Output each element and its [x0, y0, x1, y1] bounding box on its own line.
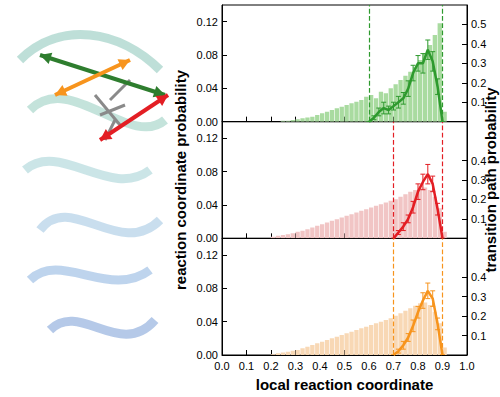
- svg-text:0.00: 0.00: [197, 232, 218, 244]
- svg-text:0.1: 0.1: [471, 96, 486, 108]
- svg-text:0.3: 0.3: [471, 174, 486, 186]
- svg-text:0.12: 0.12: [197, 16, 218, 28]
- svg-text:0.2: 0.2: [471, 77, 486, 89]
- svg-text:0.08: 0.08: [197, 282, 218, 294]
- svg-text:0.00: 0.00: [196, 349, 218, 361]
- svg-text:0.2: 0.2: [471, 310, 486, 322]
- svg-text:0.08: 0.08: [197, 166, 218, 178]
- svg-text:0.12: 0.12: [197, 132, 218, 144]
- svg-text:0.00: 0.00: [197, 116, 218, 128]
- svg-text:0.3: 0.3: [471, 291, 486, 303]
- svg-text:0.04: 0.04: [197, 316, 218, 328]
- svg-text:0.0: 0.0: [214, 360, 229, 372]
- svg-text:0.1: 0.1: [471, 213, 486, 225]
- svg-text:0.12: 0.12: [197, 249, 218, 261]
- svg-text:0.4: 0.4: [312, 360, 327, 372]
- svg-text:0.9: 0.9: [435, 360, 450, 372]
- svg-text:0.1: 0.1: [239, 360, 254, 372]
- svg-text:0.3: 0.3: [288, 360, 303, 372]
- svg-text:0.3: 0.3: [471, 57, 486, 69]
- svg-text:local reaction coordinate: local reaction coordinate: [256, 376, 434, 393]
- svg-text:0.5: 0.5: [337, 360, 352, 372]
- svg-text:0.4: 0.4: [471, 155, 486, 167]
- svg-text:0.5: 0.5: [471, 18, 486, 30]
- svg-text:1.0: 1.0: [459, 360, 474, 372]
- svg-text:reaction coordinate probabilit: reaction coordinate probability: [172, 69, 189, 290]
- svg-text:0.2: 0.2: [471, 193, 486, 205]
- svg-text:0.4: 0.4: [471, 271, 486, 283]
- svg-text:0.04: 0.04: [197, 82, 218, 94]
- svg-text:0.04: 0.04: [197, 199, 218, 211]
- svg-text:0.6: 0.6: [361, 360, 376, 372]
- svg-text:0.2: 0.2: [263, 360, 278, 372]
- svg-text:0.1: 0.1: [471, 330, 486, 342]
- svg-text:0.4: 0.4: [471, 38, 486, 50]
- svg-text:0.8: 0.8: [410, 360, 425, 372]
- svg-text:0.08: 0.08: [197, 49, 218, 61]
- svg-text:transition path probability: transition path probability: [481, 87, 499, 273]
- svg-text:0.7: 0.7: [386, 360, 401, 372]
